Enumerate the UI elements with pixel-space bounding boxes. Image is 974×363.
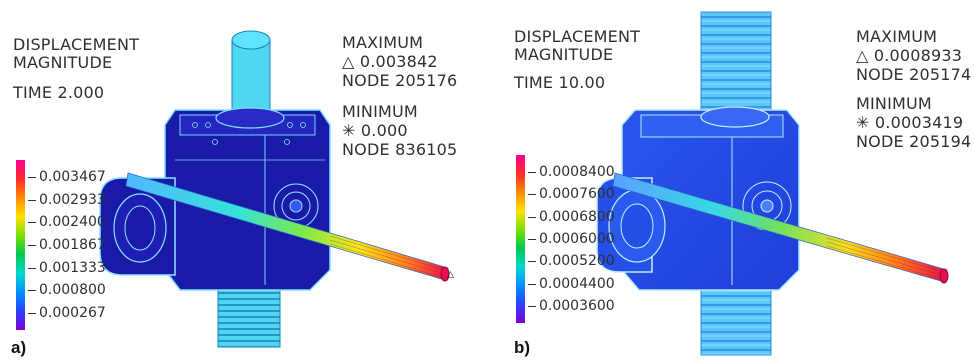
- result-title-line2: MAGNITUDE: [514, 45, 614, 64]
- result-title-line1: DISPLACEMENT: [514, 27, 641, 46]
- maximum-value: 0.003842: [359, 52, 438, 71]
- legend-tick-mark: [28, 290, 36, 292]
- minimum-heading: MINIMUM: [856, 94, 932, 113]
- legend-tick-mark: [28, 313, 36, 314]
- triangle-icon: △: [342, 52, 355, 71]
- minimum-value: 0.0003419: [874, 113, 964, 132]
- panel-label: a): [11, 338, 27, 357]
- legend-tick-mark: [28, 177, 36, 178]
- legend-tick-label: 0.0007600: [539, 186, 615, 203]
- maximum-value: 0.0008933: [873, 46, 963, 65]
- svg-text:△: △: [447, 270, 454, 280]
- result-title-line1: DISPLACEMENT: [13, 35, 140, 54]
- panel-label: b): [514, 338, 531, 357]
- top-stud: [231, 39, 271, 119]
- maximum-node: NODE 205174: [856, 65, 972, 84]
- maximum-heading: MAXIMUM: [342, 33, 424, 52]
- color-legend-bar: [516, 155, 525, 323]
- legend-tick-label: 0.000800: [39, 282, 106, 299]
- result-title-line2: MAGNITUDE: [13, 53, 113, 72]
- time-label: TIME 2.000: [13, 83, 105, 102]
- model-render-a: △: [99, 30, 454, 348]
- legend-tick-mark: [28, 222, 36, 224]
- legend-tick-mark: [528, 171, 536, 173]
- main-block: [164, 109, 331, 291]
- maximum-heading: MAXIMUM: [856, 27, 938, 46]
- model-render-b: [596, 11, 949, 356]
- legend-tick-label: 0.0006000: [539, 231, 615, 247]
- legend-tick-label: 0.0005200: [539, 253, 615, 270]
- maximum-node: NODE 205176: [342, 71, 458, 90]
- main-block: [621, 109, 800, 291]
- legend-tick-mark: [528, 261, 536, 263]
- minimum-node: NODE 205194: [856, 132, 972, 151]
- minimum-node: NODE 836105: [342, 140, 458, 159]
- legend-tick-mark: [528, 283, 536, 285]
- legend-tick-mark: [528, 216, 536, 218]
- minimum-value-row: ✳ 0.000: [342, 121, 408, 140]
- panel-b: DISPLACEMENT MAGNITUDE TIME 10.00 MAXIMU…: [487, 0, 974, 363]
- minimum-value: 0.000: [360, 121, 408, 140]
- legend-tick-label: 0.003467: [39, 169, 106, 185]
- bottom-threaded-stud: [217, 284, 281, 348]
- asterisk-icon: ✳: [856, 113, 870, 132]
- legend-tick-mark: [528, 194, 536, 196]
- time-label: TIME 10.00: [514, 73, 606, 92]
- color-legend-bar: [16, 160, 25, 330]
- legend-tick-label: 0.0006800: [539, 208, 615, 225]
- triangle-icon: △: [856, 46, 869, 65]
- minimum-heading: MINIMUM: [342, 102, 418, 121]
- legend-tick-label: 0.002933: [39, 191, 106, 208]
- minimum-value-row: ✳ 0.0003419: [856, 113, 963, 132]
- legend-tick-mark: [28, 245, 36, 246]
- legend-tick-label: 0.0008400: [539, 163, 615, 180]
- panel-a: △ DISPLACEMENT MAGNITUDE TIME 2.000 MAXI…: [11, 30, 458, 357]
- legend-tick-label: 0.001333: [39, 259, 106, 276]
- legend-tick-mark: [528, 306, 536, 308]
- legend-tick-mark: [528, 239, 536, 240]
- legend-tick-mark: [28, 199, 36, 201]
- legend-tick-mark: [28, 267, 36, 269]
- legend-tick-label: 0.0004400: [539, 275, 615, 292]
- legend-tick-label: 0.000267: [39, 305, 106, 321]
- maximum-value-row: △ 0.003842: [342, 52, 438, 71]
- asterisk-icon: ✳: [342, 121, 356, 140]
- legend-tick-label: 0.001867: [39, 237, 106, 253]
- legend-tick-label: 0.0003600: [539, 298, 615, 315]
- legend-tick-label: 0.002400: [39, 214, 106, 231]
- maximum-value-row: △ 0.0008933: [856, 46, 962, 65]
